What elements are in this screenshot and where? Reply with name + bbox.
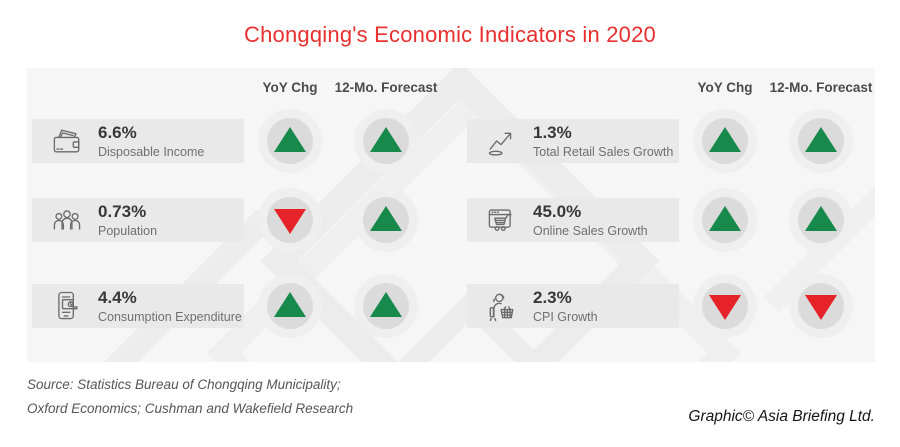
phone-receipt-icon	[48, 287, 86, 325]
forecast-arrow-cpi-growth	[789, 274, 853, 338]
indicator-value: 0.73%	[98, 202, 147, 222]
indicator-disposable-income: 6.6% Disposable Income	[32, 119, 244, 163]
trend-triangle	[370, 127, 402, 152]
yoy-arrow-disposable-income	[258, 109, 322, 173]
indicator-total-retail-sales-growth: 1.3% Total Retail Sales Growth	[467, 119, 679, 163]
trend-triangle	[805, 295, 837, 320]
indicator-label: Online Sales Growth	[533, 223, 648, 238]
trend-triangle	[370, 292, 402, 317]
indicator-online-sales-growth: 45.0% Online Sales Growth	[467, 198, 679, 242]
yoy-arrow-consumption-expenditure	[258, 274, 322, 338]
page-title: Chongqing's Economic Indicators in 2020	[244, 22, 656, 47]
trend-triangle	[709, 206, 741, 231]
indicator-value: 6.6%	[98, 123, 137, 143]
forecast-arrow-disposable-income	[354, 109, 418, 173]
indicator-value: 4.4%	[98, 288, 137, 308]
indicator-label: Consumption Expenditure	[98, 309, 242, 324]
trend-triangle	[274, 292, 306, 317]
indicator-label: CPI Growth	[533, 309, 598, 324]
trend-triangle	[274, 209, 306, 234]
indicator-consumption-expenditure: 4.4% Consumption Expenditure	[32, 284, 244, 328]
indicator-label: Disposable Income	[98, 144, 205, 159]
yoy-arrow-cpi-growth	[693, 274, 757, 338]
forecast-arrow-population	[354, 188, 418, 252]
indicator-label: Total Retail Sales Growth	[533, 144, 674, 159]
column-header-forecast-right: 12-Mo. Forecast	[769, 80, 873, 95]
indicator-value: 1.3%	[533, 123, 572, 143]
forecast-arrow-consumption-expenditure	[354, 274, 418, 338]
trend-triangle	[709, 295, 741, 320]
wallet-icon	[48, 122, 86, 160]
graphic-credit: Graphic© Asia Briefing Ltd.	[688, 408, 875, 425]
yoy-arrow-population	[258, 188, 322, 252]
yoy-arrow-total-retail-sales-growth	[693, 109, 757, 173]
indicator-population: 0.73% Population	[32, 198, 244, 242]
browser-cart-icon	[483, 201, 521, 239]
indicator-label: Population	[98, 223, 158, 238]
trend-triangle	[805, 127, 837, 152]
indicator-cpi-growth: 2.3% CPI Growth	[467, 284, 679, 328]
indicators-panel: YoY Chg 12-Mo. Forecast YoY Chg 12-Mo. F…	[27, 68, 875, 362]
chart-up-icon	[483, 122, 521, 160]
source-line-1: Source: Statistics Bureau of Chongqing M…	[27, 377, 341, 392]
column-header-forecast-left: 12-Mo. Forecast	[334, 80, 438, 95]
trend-triangle	[370, 206, 402, 231]
yoy-arrow-online-sales-growth	[693, 188, 757, 252]
forecast-arrow-total-retail-sales-growth	[789, 109, 853, 173]
forecast-arrow-online-sales-growth	[789, 188, 853, 252]
people-icon	[48, 201, 86, 239]
trend-triangle	[709, 127, 741, 152]
column-header-yoy-right: YoY Chg	[697, 80, 753, 95]
column-header-yoy-left: YoY Chg	[262, 80, 318, 95]
source-line-2: Oxford Economics; Cushman and Wakefield …	[27, 401, 354, 416]
trend-triangle	[274, 127, 306, 152]
indicator-value: 2.3%	[533, 288, 572, 308]
indicator-value: 45.0%	[533, 202, 582, 222]
shopper-basket-icon	[483, 287, 521, 325]
source-attribution: Source: Statistics Bureau of Chongqing M…	[27, 373, 353, 421]
trend-triangle	[805, 206, 837, 231]
